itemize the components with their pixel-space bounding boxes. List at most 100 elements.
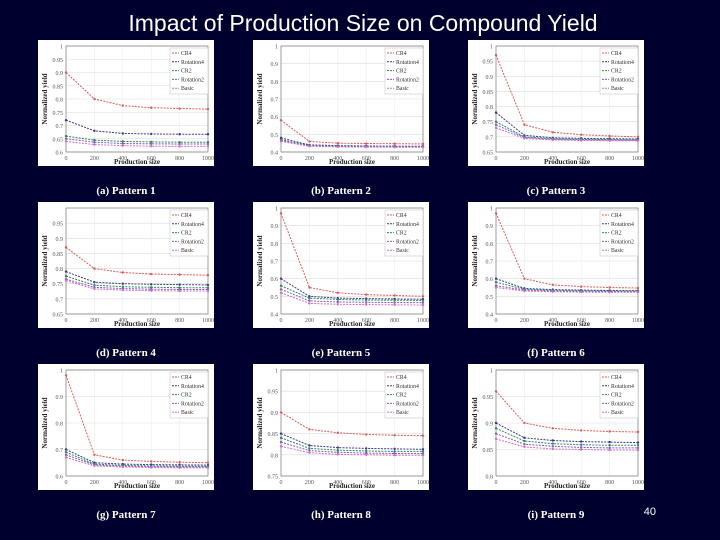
data-point — [93, 464, 96, 468]
data-point — [206, 274, 210, 277]
series-line-rotation2 — [495, 433, 638, 449]
y-tick-label: 0.75 — [53, 111, 64, 117]
legend-label: Basic — [396, 410, 409, 416]
data-point — [523, 277, 526, 280]
data-point — [608, 134, 611, 138]
data-point — [93, 267, 96, 270]
series-line-basic — [495, 127, 638, 142]
x-tick-label: 0 — [495, 318, 498, 324]
series-line-basic — [65, 280, 208, 292]
y-tick-label: 0.8 — [271, 453, 279, 459]
data-point — [64, 456, 68, 459]
series-line-basic — [280, 292, 424, 306]
plot-frame — [495, 45, 639, 153]
y-tick-label: 0.7 — [486, 260, 494, 266]
data-point — [206, 140, 210, 144]
x-tick-label: 0 — [65, 156, 68, 162]
y-tick-label: 0.4 — [486, 313, 494, 319]
data-point — [206, 289, 210, 293]
y-tick-label: 0.95 — [268, 390, 279, 396]
data-point — [551, 445, 554, 448]
legend-label: CR4 — [611, 51, 622, 57]
data-point — [178, 107, 181, 110]
data-point — [308, 444, 311, 447]
panel-caption: (c) Pattern 3 — [526, 185, 586, 197]
x-tick-label: 0 — [495, 480, 498, 486]
data-point — [494, 53, 498, 57]
x-tick-label: 200 — [90, 156, 99, 162]
chart-panel-3: 1 0.95 0.9 0.85 0.8 0.75 0.7 0.65 0 200 400 600 800 1… — [468, 40, 644, 166]
data-point — [150, 272, 153, 276]
y-tick-label: 0.6 — [56, 475, 64, 481]
data-point — [279, 445, 283, 448]
series-line-basic — [495, 438, 638, 451]
y-tick-label: 0.9 — [56, 395, 64, 401]
y-tick-label: 1 — [490, 45, 493, 51]
series-line-cr2 — [65, 135, 208, 143]
data-point — [580, 133, 583, 136]
data-point — [279, 436, 283, 440]
x-tick-label: 1000 — [632, 156, 644, 162]
data-point — [178, 283, 181, 286]
data-point — [308, 449, 311, 452]
data-point — [393, 146, 396, 149]
y-tick-label: 0.85 — [483, 448, 494, 454]
legend-label: CR2 — [181, 231, 192, 237]
legend-label: Rotation4 — [181, 384, 204, 390]
x-tick-label: 200 — [520, 318, 529, 324]
data-point — [494, 437, 498, 441]
chart-svg: 1 0.95 0.9 0.85 0.8 0.750 200 400 600 800 1000 Prod… — [253, 364, 429, 490]
data-point — [308, 447, 311, 450]
y-tick-label: 0.65 — [483, 151, 494, 157]
series-line-cr4 — [280, 119, 424, 145]
chart-panel-7: 1 0.9 0.8 0.7 0.6 0 200 400 600 800 1000 Production… — [38, 364, 214, 490]
panel-caption: (e) Pattern 5 — [311, 347, 371, 359]
data-point — [336, 448, 339, 452]
panel-caption: (d) Pattern 4 — [96, 347, 156, 359]
legend-label: CR2 — [396, 231, 407, 237]
chart-panel-2: 1 0.9 0.8 0.7 0.6 0.5 0.4 0 200 400 600 800 1000 Prod… — [253, 40, 429, 166]
data-point — [64, 374, 68, 377]
x-axis-label: Production size — [114, 158, 160, 166]
data-point — [336, 298, 339, 301]
data-point — [150, 144, 153, 148]
data-point — [336, 291, 339, 294]
data-point — [365, 303, 368, 306]
x-tick-label: 400 — [118, 480, 127, 486]
data-point — [336, 145, 339, 149]
data-point — [551, 283, 554, 287]
data-point — [421, 303, 425, 307]
panel-caption: (b) Pattern 2 — [311, 185, 371, 197]
chart-svg: 1 0.9 0.8 0.7 0.6 0.5 0.40 200 400 600 800 1000 Prod… — [253, 202, 429, 328]
x-tick-label: 800 — [175, 480, 184, 486]
data-point — [551, 427, 554, 430]
x-axis-label: Production size — [329, 482, 375, 490]
y-tick-label: 0.85 — [53, 84, 64, 90]
x-tick-label: 800 — [175, 156, 184, 162]
series-line-cr4 — [280, 213, 424, 297]
data-point — [551, 131, 554, 134]
data-point — [336, 451, 339, 454]
data-point — [608, 446, 611, 450]
chart-panel-5: 1 0.9 0.8 0.7 0.6 0.5 0.4 0 200 400 600 800 1000 Prod… — [253, 202, 429, 328]
data-point — [494, 390, 498, 393]
data-point — [393, 294, 396, 297]
x-axis-label: Production size — [114, 482, 160, 490]
legend-label: Rotation2 — [396, 401, 419, 407]
data-point — [64, 453, 68, 456]
data-point — [64, 246, 68, 249]
y-tick-label: 0.7 — [486, 135, 494, 141]
data-point — [494, 284, 498, 287]
data-point — [93, 453, 96, 456]
x-tick-label: 600 — [577, 156, 586, 162]
data-point — [636, 139, 640, 142]
panel-caption: (g) Pattern 7 — [96, 509, 156, 521]
data-point — [580, 285, 583, 288]
legend-label: CR2 — [611, 69, 622, 75]
y-tick-label: 0.7 — [271, 260, 279, 266]
series-line-cr2 — [280, 437, 423, 452]
y-tick-label: 0.9 — [56, 237, 64, 243]
x-tick-label: 400 — [548, 156, 557, 162]
data-point — [421, 448, 425, 451]
data-point — [608, 448, 611, 452]
